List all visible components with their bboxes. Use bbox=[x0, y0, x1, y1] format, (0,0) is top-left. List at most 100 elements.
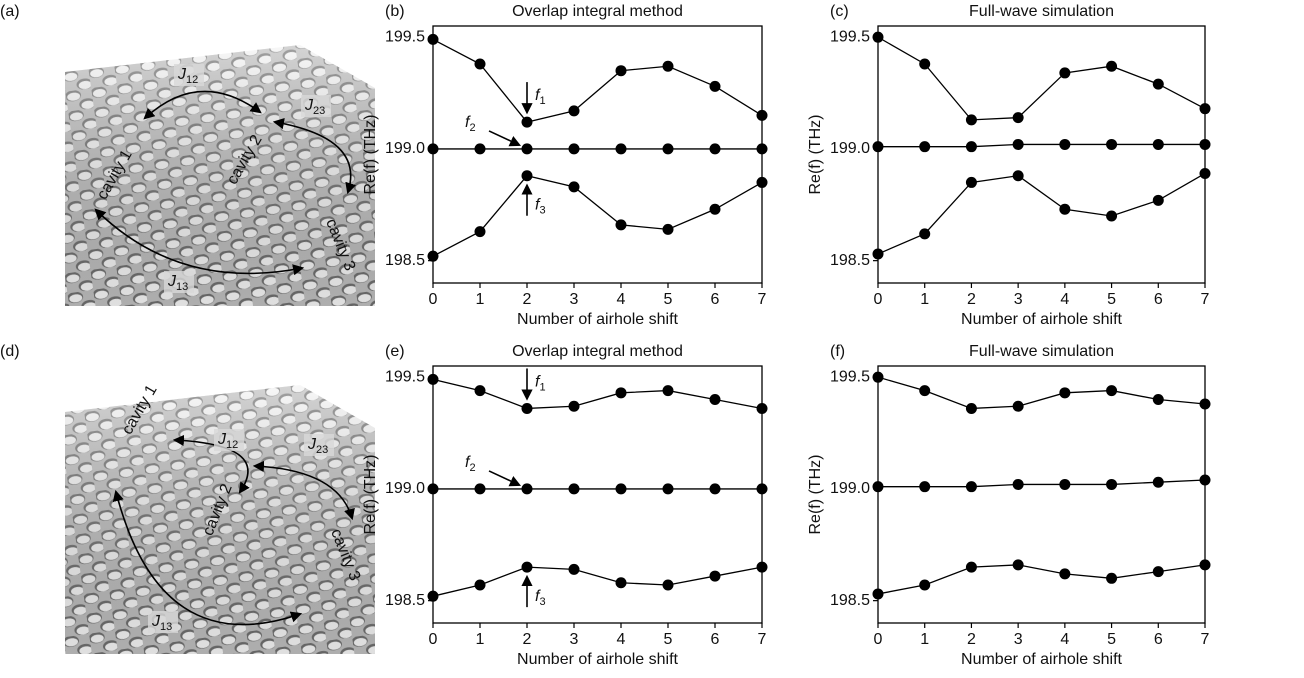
data-point bbox=[1152, 394, 1164, 406]
x-tick-label: 7 bbox=[758, 291, 767, 308]
data-point bbox=[662, 483, 674, 495]
x-tick-label: 1 bbox=[476, 291, 485, 308]
data-point bbox=[1059, 387, 1071, 399]
x-tick-label: 0 bbox=[429, 291, 438, 308]
x-tick-label: 3 bbox=[1014, 291, 1023, 308]
plot-frame bbox=[877, 25, 1206, 284]
symbol: f bbox=[535, 197, 541, 214]
data-point bbox=[1106, 210, 1118, 222]
x-tick-label: 1 bbox=[920, 291, 929, 308]
x-tick-label: 5 bbox=[1107, 291, 1116, 308]
subscript: 3 bbox=[539, 205, 545, 217]
coupling-arrow bbox=[252, 460, 355, 521]
data-point bbox=[474, 385, 486, 397]
data-point bbox=[568, 483, 580, 495]
data-point bbox=[1152, 78, 1164, 90]
symbol: J bbox=[177, 66, 187, 83]
panel-label: (e) bbox=[385, 343, 405, 360]
x-tick-label: 0 bbox=[874, 291, 883, 308]
label-bg bbox=[148, 611, 178, 633]
x-tick-label: 4 bbox=[617, 291, 626, 308]
x-tick-label: 7 bbox=[1201, 631, 1210, 648]
data-point bbox=[872, 248, 884, 260]
x-axis-label: Number of airhole shift bbox=[961, 311, 1123, 328]
x-tick-label: 2 bbox=[523, 291, 532, 308]
chart-title: Full-wave simulation bbox=[969, 343, 1114, 360]
coupling-label: J23 bbox=[304, 97, 325, 117]
data-point bbox=[427, 483, 439, 495]
data-line bbox=[432, 566, 763, 597]
y-axis-label: Re(f) (THz) bbox=[362, 115, 379, 195]
data-point bbox=[662, 579, 674, 591]
data-point bbox=[1106, 60, 1118, 72]
coupling-label: J23 bbox=[307, 436, 328, 456]
subscript: 13 bbox=[160, 621, 172, 633]
subscript: 3 bbox=[539, 596, 545, 608]
subscript: 2 bbox=[469, 122, 475, 134]
coupling-arrow bbox=[272, 118, 357, 195]
data-point bbox=[662, 143, 674, 155]
symbol: f bbox=[535, 374, 541, 391]
data-point bbox=[662, 60, 674, 72]
x-tick-label: 7 bbox=[758, 631, 767, 648]
data-point bbox=[756, 402, 768, 414]
subscript: 23 bbox=[313, 105, 325, 117]
data-point bbox=[872, 141, 884, 153]
x-tick-label: 5 bbox=[1107, 631, 1116, 648]
data-point bbox=[568, 400, 580, 412]
data-point bbox=[709, 570, 721, 582]
x-tick-label: 7 bbox=[1201, 291, 1210, 308]
coupling-label: J12 bbox=[177, 66, 198, 86]
x-axis-label: Number of airhole shift bbox=[517, 651, 679, 668]
data-point bbox=[474, 58, 486, 70]
data-point bbox=[965, 176, 977, 188]
y-tick-label: 198.5 bbox=[830, 252, 870, 269]
data-point bbox=[709, 483, 721, 495]
data-point bbox=[427, 250, 439, 262]
data-point bbox=[965, 481, 977, 493]
y-tick-label: 199.5 bbox=[385, 368, 425, 385]
data-point bbox=[872, 588, 884, 600]
data-point bbox=[756, 483, 768, 495]
data-point bbox=[872, 481, 884, 493]
label-bg bbox=[164, 271, 194, 293]
data-point bbox=[1012, 478, 1024, 490]
x-tick-label: 0 bbox=[874, 631, 883, 648]
chart-title: Overlap integral method bbox=[512, 3, 683, 20]
data-point bbox=[568, 143, 580, 155]
data-point bbox=[1059, 203, 1071, 215]
data-point bbox=[521, 561, 533, 573]
x-tick-label: 2 bbox=[967, 631, 976, 648]
subscript: 2 bbox=[469, 462, 475, 474]
label-bg bbox=[301, 95, 331, 117]
subscript: 23 bbox=[316, 444, 328, 456]
x-tick-label: 0 bbox=[429, 631, 438, 648]
symbol: J bbox=[151, 613, 161, 630]
symbol: J bbox=[304, 97, 314, 114]
y-tick-label: 199.0 bbox=[385, 480, 425, 497]
x-tick-label: 2 bbox=[967, 291, 976, 308]
subscript: 13 bbox=[176, 281, 188, 293]
data-point bbox=[474, 483, 486, 495]
subscript: 12 bbox=[226, 439, 238, 451]
data-point bbox=[1106, 478, 1118, 490]
data-line bbox=[877, 376, 1206, 410]
x-tick-label: 3 bbox=[570, 631, 579, 648]
data-line bbox=[432, 378, 763, 410]
coupling-arrow bbox=[143, 90, 262, 120]
data-point bbox=[474, 143, 486, 155]
data-point bbox=[919, 481, 931, 493]
data-point bbox=[1059, 138, 1071, 150]
subscript: 1 bbox=[539, 95, 545, 107]
data-point bbox=[568, 181, 580, 193]
x-tick-label: 6 bbox=[1154, 631, 1163, 648]
x-axis-label: Number of airhole shift bbox=[517, 311, 679, 328]
data-point bbox=[568, 105, 580, 117]
data-point bbox=[662, 385, 674, 397]
label-bg bbox=[214, 429, 244, 451]
data-point bbox=[615, 577, 627, 589]
annotation-arrow bbox=[488, 130, 522, 147]
data-point bbox=[427, 143, 439, 155]
data-point bbox=[872, 371, 884, 383]
x-tick-label: 1 bbox=[920, 631, 929, 648]
